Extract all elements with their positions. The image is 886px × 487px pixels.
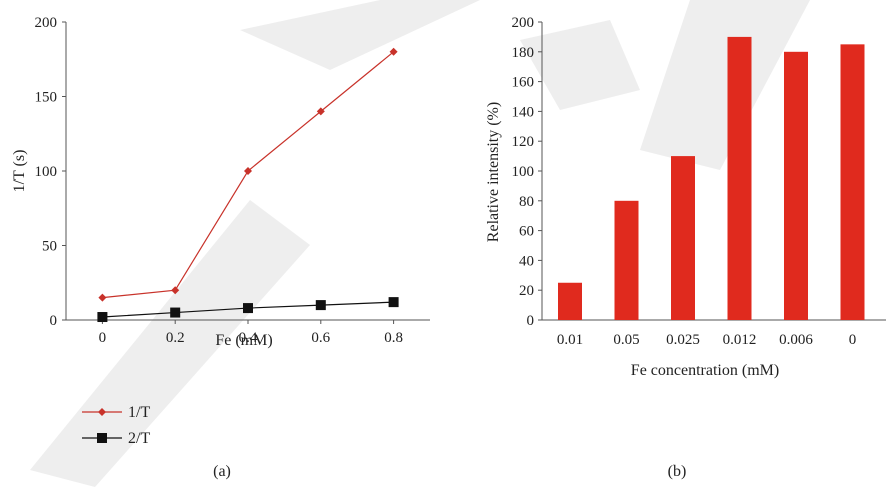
chart-b-bars (558, 36, 865, 321)
bar-0.01 (558, 282, 582, 320)
panel-a-label: (a) (213, 463, 231, 480)
chart-b-y-tick-label: 160 (512, 75, 535, 91)
chart-b-y-tick-label: 20 (519, 283, 534, 299)
bar-chart-relative-intensity: 0 20 40 60 80 100 120 140 160 180 200 0.01 0.05 0.02… (485, 15, 886, 480)
chart-a-series (97, 47, 399, 323)
bar-0.006 (784, 51, 808, 321)
bar-0 (840, 44, 865, 320)
chart-a-x-axis-label: Fe (mM) (215, 332, 272, 349)
bar-0.05 (614, 200, 639, 320)
chart-b-x-tick-label: 0.012 (723, 332, 757, 348)
legend-1-marker (98, 408, 106, 416)
chart-a-y-tick-label: 150 (35, 90, 58, 106)
chart-a-y-ticks: 0 50 100 150 200 (35, 15, 66, 329)
chart-b-y-ticks: 0 20 40 60 80 100 120 140 160 180 200 (512, 15, 542, 329)
chart-a-x-tick-label: 0 (99, 330, 107, 346)
series-2-point (243, 303, 253, 314)
bar-0.012 (727, 36, 752, 321)
chart-a-x-tick-label: 0.4 (239, 330, 258, 346)
series-1-point (244, 167, 252, 175)
series-1-point (389, 47, 398, 56)
chart-a-x-tick-label: 0.6 (311, 330, 330, 346)
chart-b-y-tick-label: 0 (527, 313, 535, 329)
chart-a-y-axis-label: 1/T (s) (11, 150, 28, 193)
legend-2-label: 2/T (128, 430, 150, 447)
chart-a-x-tick-label: 0.8 (384, 330, 403, 346)
chart-a-x-ticks: 0 0.2 0.4 0.6 0.8 (99, 320, 403, 346)
panel-b-label: (b) (668, 463, 687, 480)
chart-b-y-axis-label: Relative intensity (%) (485, 102, 502, 242)
chart-b-y-tick-label: 80 (519, 194, 534, 210)
bar-0.025 (671, 156, 695, 320)
series-2-point (170, 307, 181, 318)
line-chart-fe-vs-relaxation: 0 50 100 150 200 0 0.2 0.4 0.6 0.8 Fe (mM) 1/T (… (11, 15, 430, 480)
chart-b-x-tick-label: 0 (849, 332, 857, 348)
chart-b-x-tick-label: 0.025 (666, 332, 700, 348)
watermark-shapes (30, 0, 810, 487)
chart-a-legend: 1/T 2/T (82, 404, 150, 447)
chart-a-x-tick-label: 0.2 (166, 330, 185, 346)
chart-b-y-tick-label: 60 (519, 224, 534, 240)
chart-a-y-tick-label: 0 (50, 313, 58, 329)
chart-b-x-tick-label: 0.01 (557, 332, 583, 348)
chart-b-x-tick-label: 0.05 (613, 332, 639, 348)
legend-1-label: 1/T (128, 404, 150, 421)
chart-b-x-axis-label: Fe concentration (mM) (631, 362, 779, 379)
chart-b-x-tick-label: 0.006 (779, 332, 813, 348)
series-1-point (171, 286, 180, 295)
series-2-point (97, 312, 108, 323)
chart-b-x-ticks: 0.01 0.05 0.025 0.012 0.006 0 (557, 332, 856, 348)
chart-a-y-tick-label: 50 (42, 239, 57, 255)
chart-b-y-tick-label: 200 (512, 15, 535, 31)
chart-b-y-tick-label: 140 (512, 104, 535, 120)
series-1-point (98, 293, 107, 302)
chart-b-y-tick-label: 120 (512, 134, 535, 150)
legend-2-marker (97, 433, 107, 443)
series-1-point (316, 107, 325, 116)
chart-b-y-tick-label: 100 (512, 164, 535, 180)
chart-b-y-tick-label: 180 (512, 45, 535, 61)
series-2-point (315, 300, 326, 311)
series-2-point (388, 297, 399, 308)
chart-b-y-tick-label: 40 (519, 253, 534, 269)
chart-a-y-tick-label: 200 (35, 15, 58, 31)
chart-a-y-tick-label: 100 (35, 164, 58, 180)
